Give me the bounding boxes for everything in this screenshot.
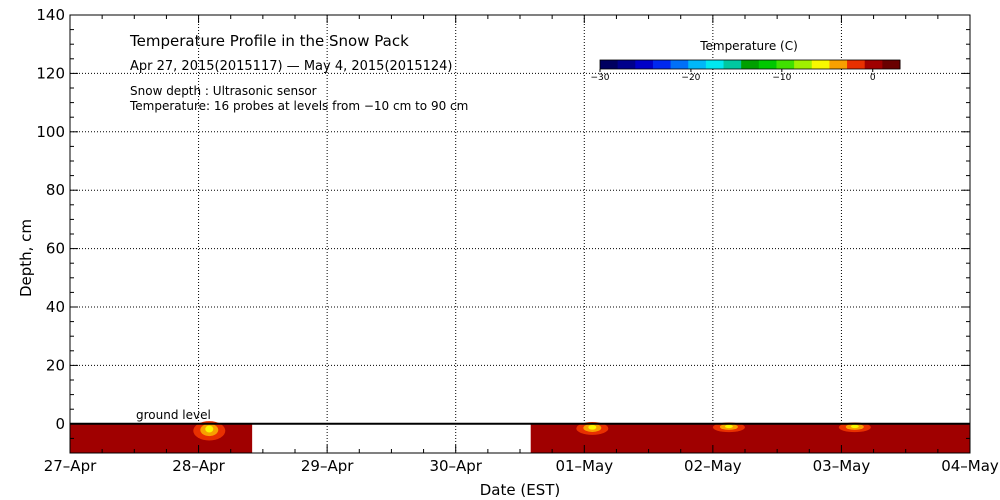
chart-title: Temperature Profile in the Snow Pack (129, 32, 409, 50)
ground-level-label: ground level (136, 408, 211, 422)
colorbar-cell (864, 60, 883, 69)
x-tick-label: 01–May (555, 457, 613, 475)
colorbar-cells (599, 59, 901, 70)
y-tick-label: 140 (36, 6, 65, 24)
colorbar-cell (882, 60, 901, 69)
colorbar-title: Temperature (C) (699, 39, 798, 53)
colorbar-cell (847, 60, 866, 69)
colorbar-cell (723, 60, 742, 69)
y-tick-label: 0 (55, 415, 65, 433)
grid (70, 15, 970, 453)
colorbar-cell (776, 60, 795, 69)
y-tick-label: 120 (36, 64, 65, 82)
colorbar-cell (688, 60, 707, 69)
note-temperature-probes: Temperature: 16 probes at levels from −1… (129, 99, 468, 113)
heatmap-layer (70, 421, 970, 453)
colorbar-cell (670, 60, 689, 69)
chart-subtitle: Apr 27, 2015(2015117) — May 4, 2015(2015… (130, 59, 453, 74)
x-tick-label: 29–Apr (301, 457, 354, 475)
colorbar-cell (758, 60, 777, 69)
x-tick-label: 04–May (941, 457, 999, 475)
warm-spot-peak (850, 424, 859, 429)
y-tick-label: 100 (36, 123, 65, 141)
y-tick-label: 20 (46, 356, 65, 374)
warm-spot-peak (205, 425, 214, 433)
warm-spot-peak (724, 424, 733, 429)
x-tick-label: 28–Apr (172, 457, 225, 475)
colorbar-frame (599, 59, 901, 70)
y-tick-label: 60 (46, 240, 65, 258)
colorbar-cell (829, 60, 848, 69)
colorbar-ticks: −30 −20 −10 0 (591, 69, 876, 83)
x-tick-label: 27–Apr (44, 457, 97, 475)
colorbar-cell (652, 60, 672, 69)
axes: 0 20 40 60 80 100 120 140 27–Apr 28–Apr 29–Apr 30–A… (36, 6, 999, 475)
x-tick-label: 02–May (684, 457, 742, 475)
colorbar-tick-label: −10 (772, 73, 791, 83)
x-axis-title: Date (EST) (480, 481, 561, 499)
data-segment (70, 423, 253, 453)
note-snow-depth: Snow depth : Ultrasonic sensor (130, 84, 317, 98)
colorbar-cell (705, 60, 725, 69)
warm-spot-peak (588, 424, 597, 430)
colorbar-cell (811, 60, 830, 69)
colorbar-tick-label: −20 (681, 73, 700, 83)
colorbar-cell (741, 60, 760, 69)
colorbar-tick-label: 0 (870, 73, 876, 83)
x-tick-label: 03–May (813, 457, 871, 475)
y-tick-label: 40 (46, 298, 65, 316)
x-tick-label: 30–Apr (429, 457, 482, 475)
colorbar: Temperature (C) −30 −20 −10 0 (591, 39, 901, 83)
colorbar-cell (617, 60, 636, 69)
y-axis-title: Depth, cm (17, 219, 35, 297)
colorbar-cell (794, 60, 813, 69)
plot-frame (69, 14, 971, 454)
colorbar-cell (600, 60, 619, 69)
colorbar-tick-label: −30 (591, 73, 610, 83)
colorbar-cell (635, 60, 654, 69)
y-tick-label: 80 (46, 181, 65, 199)
